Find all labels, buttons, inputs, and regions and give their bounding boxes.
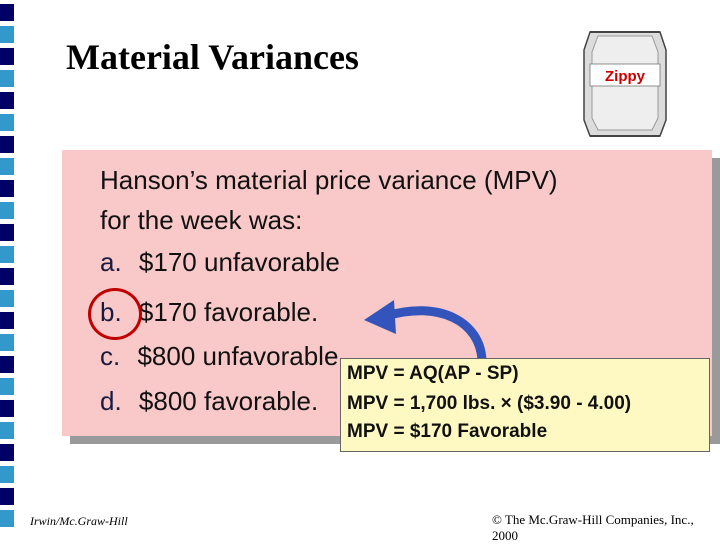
left-bar-segment [0,510,14,527]
left-bar-segment [0,26,14,43]
left-bar-segment [0,224,14,241]
left-bar-segment [0,488,14,505]
zippy-bag-icon: Zippy [583,31,667,137]
left-bar-segment [0,180,14,197]
option-d-letter: d. [100,386,122,416]
option-c: c. $800 unfavorable. [100,340,346,372]
left-decorative-bar [0,0,14,540]
slide-title: Material Variances [66,37,359,77]
left-bar-segment [0,202,14,219]
option-c-text: $800 unfavorable. [137,341,346,371]
left-bar-segment [0,70,14,87]
footer-copyright: © The Mc.Graw-Hill Companies, Inc., 2000 [492,512,694,543]
answer-line-1: MPV = AQ(AP - SP) [347,363,519,384]
zippy-label: Zippy [605,68,646,85]
question-line-1: Hanson’s material price variance (MPV) [100,165,558,195]
left-bar-segment [0,246,14,263]
left-bar-segment [0,136,14,153]
left-bar-segment [0,400,14,417]
answer-line-2: MPV = 1,700 lbs. × ($3.90 - 4.00) [347,393,632,414]
left-bar-segment [0,114,14,131]
option-b-text: $170 favorable. [138,297,319,327]
left-bar-segment [0,92,14,109]
left-bar-segment [0,4,14,21]
left-bar-segment [0,268,14,285]
left-bar-segment [0,312,14,329]
left-bar-segment [0,48,14,65]
left-bar-segment [0,378,14,395]
left-bar-segment [0,422,14,439]
arrow-icon [364,300,487,362]
question-line-2: for the week was: [100,205,303,235]
option-c-letter: c. [100,341,121,371]
left-bar-segment [0,334,14,351]
option-a-text: $170 unfavorable [138,247,340,277]
option-d-text: $800 favorable. [138,386,319,416]
option-a: a. $170 unfavorable. [100,246,347,278]
left-bar-segment [0,466,14,483]
selected-answer-circle [88,288,142,340]
left-bar-segment [0,356,14,373]
option-a-period: . [339,247,348,277]
footer-publisher: Irwin/Mc.Graw-Hill [30,514,128,528]
left-bar-segment [0,290,14,307]
option-a-letter: a. [100,247,122,277]
option-d: d. $800 favorable. [100,385,318,417]
answer-box: MPV = AQ(AP - SP) MPV = 1,700 lbs. × ($3… [340,358,710,452]
left-bar-segment [0,444,14,461]
left-bar-segment [0,158,14,175]
answer-line-3: MPV = $170 Favorable [347,421,548,442]
